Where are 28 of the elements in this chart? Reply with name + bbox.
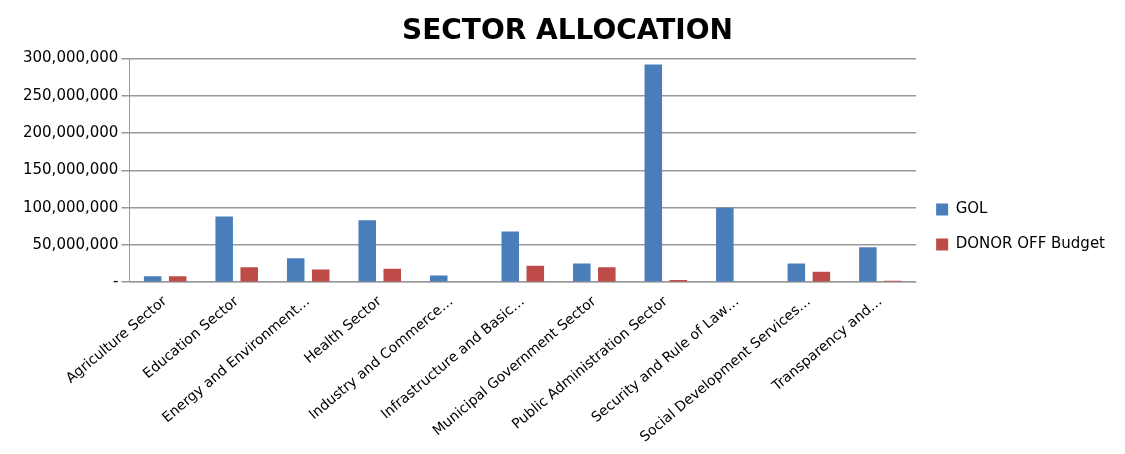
y-tick-label: 300,000,000 bbox=[22, 48, 119, 67]
bar bbox=[859, 247, 877, 282]
y-tick-label: 150,000,000 bbox=[22, 160, 119, 179]
y-tick-label: 200,000,000 bbox=[22, 123, 119, 142]
bar bbox=[168, 276, 187, 282]
legend-label: GOL bbox=[955, 199, 989, 218]
bar bbox=[573, 263, 591, 282]
bar bbox=[501, 231, 520, 282]
bar bbox=[812, 271, 831, 282]
bar bbox=[286, 258, 305, 282]
bar bbox=[526, 265, 545, 282]
bar bbox=[429, 275, 448, 282]
legend-label: DONOR OFF Budget bbox=[955, 234, 1106, 253]
bar bbox=[787, 263, 806, 282]
y-tick-label: 250,000,000 bbox=[22, 85, 119, 104]
y-tick-label: 100,000,000 bbox=[22, 197, 119, 216]
bar bbox=[143, 276, 162, 282]
y-tick-label: 50,000,000 bbox=[32, 234, 119, 253]
bar bbox=[311, 269, 330, 282]
bar bbox=[215, 216, 233, 282]
bar bbox=[240, 267, 258, 282]
bar bbox=[383, 268, 402, 282]
bar bbox=[716, 207, 734, 282]
bar bbox=[358, 220, 376, 282]
chart-title: SECTOR ALLOCATION bbox=[401, 13, 734, 47]
bar bbox=[598, 267, 616, 282]
y-tick-label: - bbox=[113, 272, 119, 291]
bar bbox=[644, 64, 663, 282]
